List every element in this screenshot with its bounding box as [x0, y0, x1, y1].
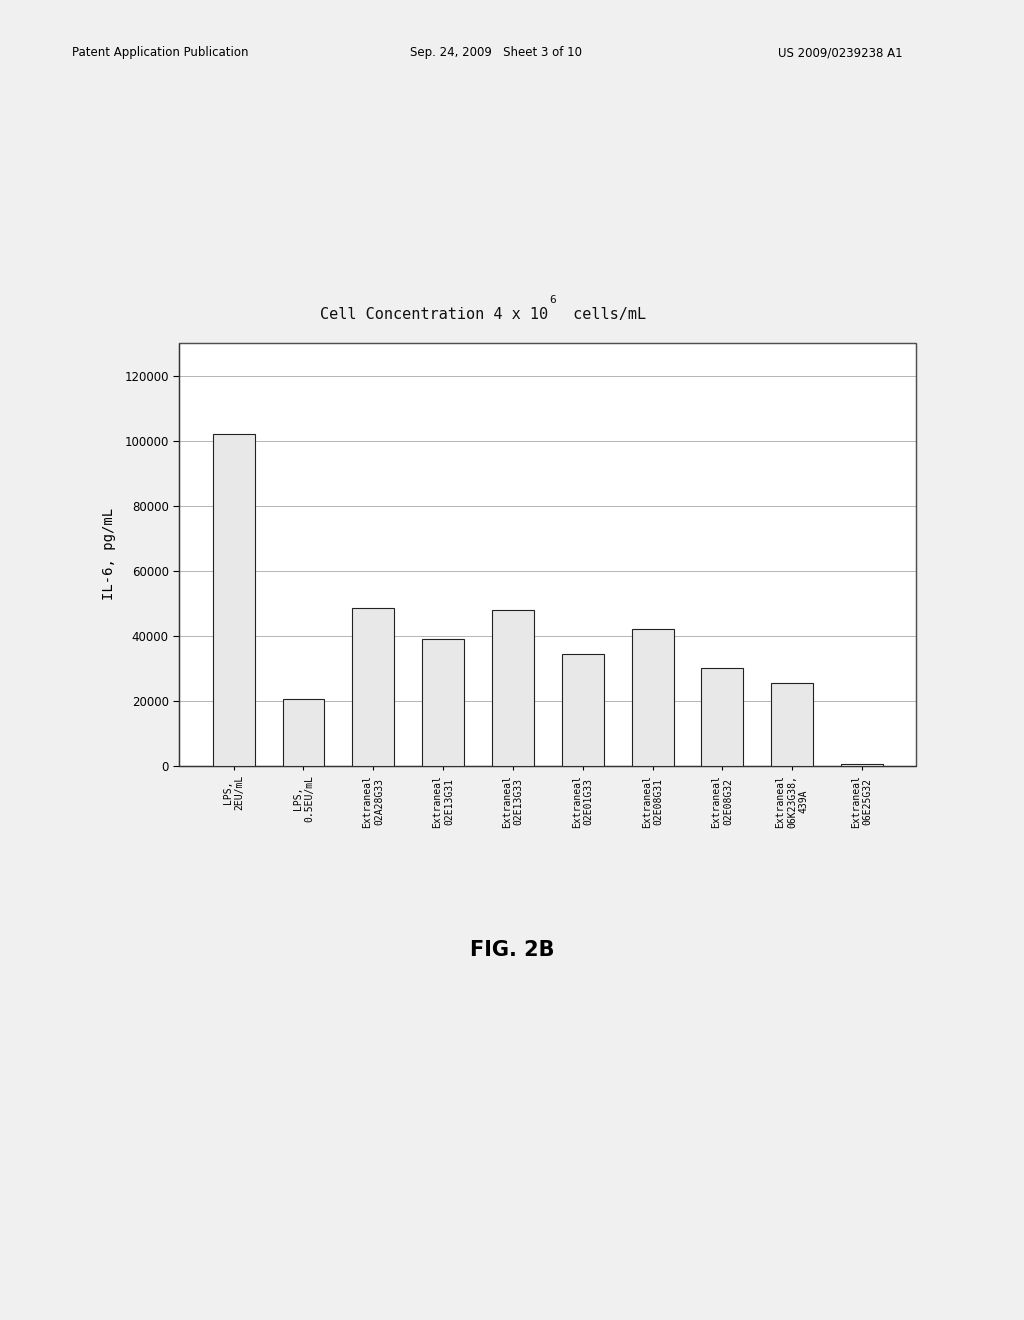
Bar	[492, 610, 534, 766]
Bar	[841, 764, 883, 766]
Text: Patent Application Publication: Patent Application Publication	[72, 46, 248, 59]
Bar	[283, 700, 325, 766]
Bar	[701, 668, 743, 766]
Bar	[632, 630, 674, 766]
Bar	[771, 682, 813, 766]
Y-axis label: IL-6, pg/mL: IL-6, pg/mL	[102, 508, 116, 601]
Bar	[179, 343, 916, 766]
Text: 6: 6	[549, 296, 556, 305]
Text: US 2009/0239238 A1: US 2009/0239238 A1	[778, 46, 903, 59]
Text: FIG. 2B: FIG. 2B	[470, 940, 554, 961]
Bar	[422, 639, 464, 766]
Text: Sep. 24, 2009   Sheet 3 of 10: Sep. 24, 2009 Sheet 3 of 10	[410, 46, 582, 59]
Text: Cell Concentration 4 x 10: Cell Concentration 4 x 10	[319, 308, 548, 322]
Bar	[562, 653, 604, 766]
Text: cells/mL: cells/mL	[564, 308, 646, 322]
Bar	[352, 609, 394, 766]
Bar	[213, 434, 255, 766]
